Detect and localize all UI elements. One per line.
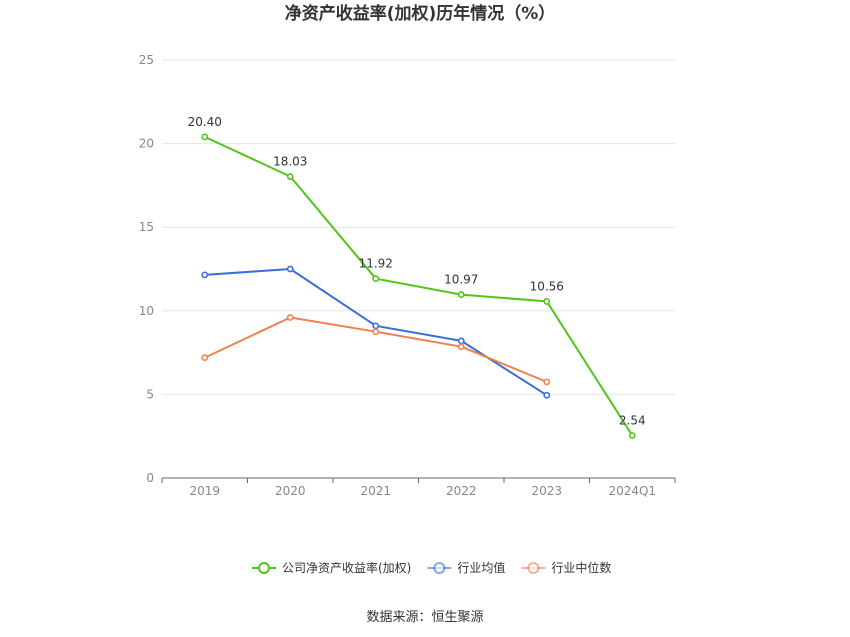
data-point-1 — [543, 391, 551, 399]
data-labels: 20.40 18.03 11.92 10.97 10.56 2.54 — [188, 115, 646, 428]
data-point-2 — [543, 378, 551, 386]
data-point-1 — [372, 322, 380, 330]
x-tick-label: 2021 — [360, 484, 391, 498]
data-point-0 — [543, 298, 551, 305]
x-axis: 2019 2020 2021 2022 2023 2024Q1 — [161, 477, 676, 498]
data-point-0 — [201, 133, 209, 141]
chart-title: 净资产收益率(加权)历年情况（%） — [285, 3, 556, 24]
data-label: 18.03 — [273, 155, 307, 169]
data-point-0 — [457, 291, 465, 298]
legend-label: 行业均值 — [457, 560, 505, 575]
data-label: 2.54 — [619, 414, 646, 428]
data-label: 11.92 — [359, 257, 393, 271]
data-point-1 — [457, 337, 465, 345]
data-label: 10.97 — [444, 273, 478, 287]
legend-item-0[interactable]: 公司净资产收益率(加权) — [252, 560, 411, 575]
legend[interactable]: 公司净资产收益率(加权) 行业均值 行业中位数 — [252, 560, 611, 575]
y-tick-label: 10 — [139, 304, 154, 318]
y-tick-label: 5 — [146, 387, 154, 401]
legend-swatch-marker — [433, 562, 446, 574]
x-tick-label: 2020 — [275, 484, 306, 498]
data-point-0 — [628, 432, 636, 439]
y-tick-label: 25 — [139, 53, 154, 67]
legend-item-2[interactable]: 行业中位数 — [521, 560, 611, 575]
y-tick-label: 0 — [146, 471, 154, 485]
data-point-1 — [201, 271, 209, 279]
data-point-0 — [372, 275, 380, 283]
series-layer — [201, 133, 636, 439]
data-label: 20.40 — [188, 115, 222, 129]
y-tick-label: 20 — [139, 137, 154, 151]
legend-swatch-marker — [527, 562, 540, 574]
grid — [162, 59, 675, 395]
x-tick-label: 2019 — [189, 484, 220, 498]
data-point-0 — [286, 173, 294, 180]
legend-label: 公司净资产收益率(加权) — [282, 560, 411, 575]
data-point-2 — [201, 354, 209, 362]
x-tick-label: 2022 — [446, 484, 477, 498]
y-axis: 0 5 10 15 20 25 — [139, 53, 154, 485]
series-line-0 — [204, 135, 634, 437]
data-point-2 — [286, 314, 294, 321]
data-point-2 — [457, 343, 465, 351]
y-tick-label: 15 — [139, 220, 154, 234]
data-label: 10.56 — [530, 279, 564, 293]
data-point-1 — [286, 265, 294, 273]
legend-swatch-marker — [258, 562, 270, 574]
x-tick-label: 2023 — [531, 484, 562, 498]
legend-item-1[interactable]: 行业均值 — [427, 560, 505, 575]
source-text: 数据来源：恒生聚源 — [366, 610, 483, 625]
x-tick-label: 2024Q1 — [608, 484, 656, 498]
legend-label: 行业中位数 — [551, 560, 611, 575]
data-point-2 — [372, 328, 380, 336]
